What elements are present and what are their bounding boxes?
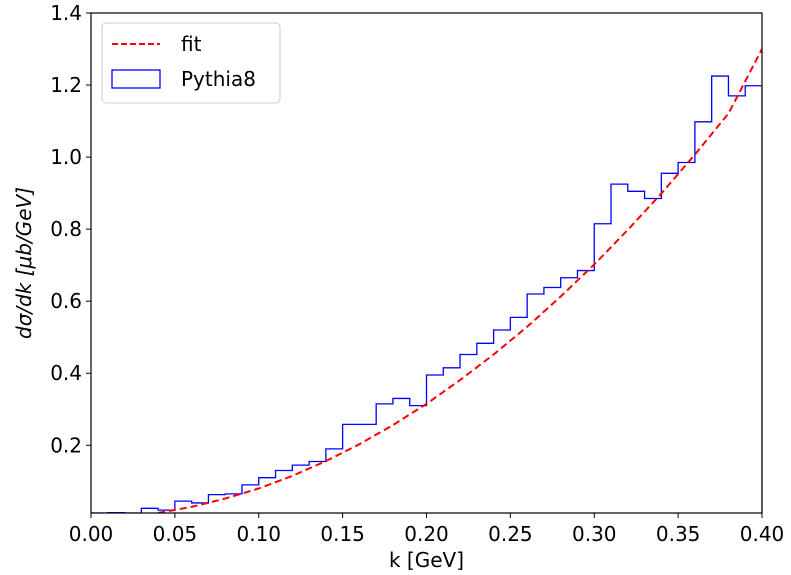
axis-ticks: 0.00 0.05 0.10 0.15 0.20 0.25 0.30 0.35 0.40 0.2 0… <box>50 1 784 546</box>
y-tick-label: 0.2 <box>50 433 82 457</box>
legend-pythia8-label: Pythia8 <box>181 67 256 91</box>
y-tick-label: 0.8 <box>50 217 82 241</box>
y-tick-label: 1.0 <box>50 145 82 169</box>
y-axis-label: dσ/dk [μb/GeV] <box>12 187 36 339</box>
x-tick-label: 0.20 <box>404 522 449 546</box>
y-tick-label: 1.4 <box>50 1 82 25</box>
x-axis-label: k [GeV] <box>389 548 464 572</box>
x-tick-label: 0.00 <box>69 522 114 546</box>
x-tick-label: 0.05 <box>153 522 198 546</box>
x-tick-label: 0.35 <box>656 522 701 546</box>
x-tick-label: 0.25 <box>488 522 533 546</box>
plot-marks <box>91 48 762 513</box>
legend-fit-label: fit <box>181 32 202 56</box>
x-tick-label: 0.10 <box>236 522 281 546</box>
y-tick-label: 1.2 <box>50 73 82 97</box>
x-tick-label: 0.15 <box>320 522 365 546</box>
y-tick-label: 0.6 <box>50 289 82 313</box>
legend-box <box>101 22 281 104</box>
legend-pythia8-swatch <box>111 69 161 89</box>
y-tick-label: 0.4 <box>50 361 82 385</box>
legend: fit Pythia8 <box>101 22 281 104</box>
fit-curve <box>157 48 762 513</box>
x-tick-label: 0.40 <box>740 522 785 546</box>
x-tick-label: 0.30 <box>572 522 617 546</box>
pythia8-histogram <box>91 75 762 513</box>
